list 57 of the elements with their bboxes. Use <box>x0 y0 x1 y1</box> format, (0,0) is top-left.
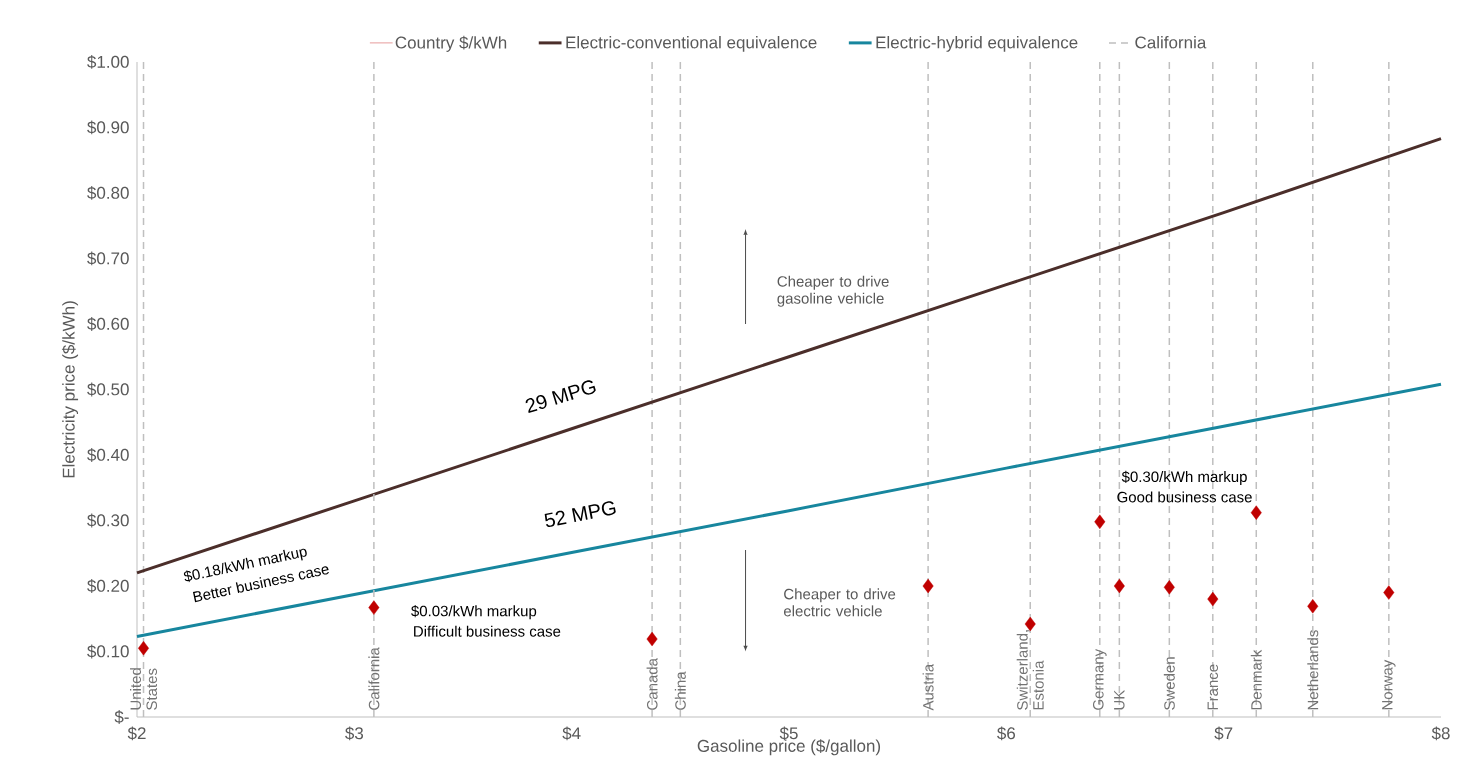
y-tick-label: $0.60 <box>87 317 129 331</box>
point <box>1307 599 1319 614</box>
x-tick-label: $7 <box>1214 726 1233 741</box>
annotation: Difficult business case <box>414 625 561 637</box>
ref-line-label: Canada <box>646 658 658 710</box>
annotation: Cheaper to drive gasoline vehicle <box>777 275 889 307</box>
y-tick-label: $- <box>114 710 129 724</box>
y-tick-label: $0.80 <box>87 186 129 200</box>
x-tick-label: $3 <box>345 726 364 741</box>
ref-line-label: UK <box>1114 689 1125 710</box>
ref-line-label: China <box>674 671 686 710</box>
x-tick-label: $2 <box>127 726 146 741</box>
point <box>646 631 658 647</box>
point <box>368 600 380 615</box>
ref-line-label: United States <box>130 668 158 710</box>
y-tick-label: $0.30 <box>87 513 129 528</box>
point <box>1024 616 1036 632</box>
y-tick-label: $0.10 <box>87 644 129 659</box>
ref-line-label: Norway <box>1382 659 1396 710</box>
point <box>1207 591 1219 607</box>
y-tick-label: $0.90 <box>87 120 129 135</box>
annotation: Cheaper to drive electric vehicle <box>783 588 896 617</box>
annotation: $0.03/kWh markup <box>411 605 537 620</box>
y-axis-title: Electricity price ($/kWh) <box>61 301 79 478</box>
legend-label: Country $/kWh <box>395 35 507 52</box>
point <box>1163 580 1175 595</box>
ref-line-label: Netherlands <box>1307 630 1319 710</box>
ref-line-label: France <box>1207 664 1219 710</box>
x-axis-title: Gasoline price ($/gallon) <box>697 739 881 756</box>
y-tick-label: $0.50 <box>87 382 129 397</box>
x-tick-label: $6 <box>997 726 1016 741</box>
y-tick-label: $0.20 <box>87 579 129 593</box>
ref-line-label: Germany <box>1092 648 1107 710</box>
point <box>1383 585 1395 600</box>
text: California <box>368 647 380 710</box>
y-tick-label: $0.70 <box>87 251 129 266</box>
annotation: 52 MPG <box>544 501 616 528</box>
annotation: $0.30/kWh markup <box>1121 470 1247 486</box>
point <box>1113 578 1125 594</box>
ref-line-label: Austria <box>922 663 934 711</box>
legend-label: Electric-hybrid equivalence <box>876 35 1078 52</box>
x-tick-label: $8 <box>1431 726 1450 741</box>
ref-line-label: Switzerland, Estonia <box>1016 630 1044 710</box>
point <box>138 641 149 656</box>
legend-label: California <box>1135 35 1207 49</box>
point <box>922 578 934 594</box>
x-tick-label: $4 <box>562 726 581 741</box>
annotation: 29 MPG <box>525 380 596 414</box>
point <box>1250 505 1262 520</box>
y-tick-label: $0.40 <box>87 448 129 462</box>
x-tick-label: $5 <box>779 726 798 741</box>
legend-label: Electric-conventional equivalence <box>566 35 817 52</box>
y-tick-label: $1.00 <box>87 55 129 69</box>
ref-line-label: Denmark <box>1250 649 1262 710</box>
point <box>1094 514 1106 530</box>
ref-line-label: Sweden <box>1163 657 1175 710</box>
annotation: Good business case <box>1117 491 1252 503</box>
